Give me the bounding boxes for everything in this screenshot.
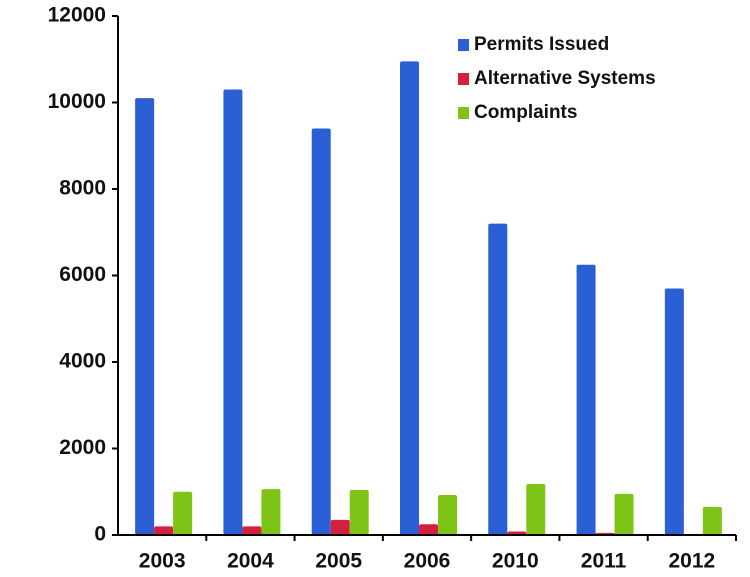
x-tick-label: 2003: [139, 550, 186, 573]
bar: [400, 61, 419, 535]
legend-label: Complaints: [474, 102, 577, 123]
y-tick-label: 8000: [59, 177, 106, 200]
bar: [349, 490, 369, 535]
x-tick-label: 2012: [668, 550, 715, 573]
bar: [330, 519, 350, 535]
bar: [154, 526, 174, 535]
bar: [488, 223, 508, 535]
legend-label: Permits Issued: [474, 34, 609, 55]
bar: [614, 493, 634, 535]
x-tick-label: 2005: [315, 550, 362, 573]
legend-label: Alternative Systems: [474, 68, 656, 89]
bar: [173, 491, 193, 535]
y-tick-label: 4000: [59, 350, 106, 373]
legend-marker: [458, 73, 469, 85]
legend-marker: [458, 107, 469, 119]
bar: [526, 483, 546, 535]
bar: [242, 526, 262, 535]
bar: [419, 524, 438, 535]
y-tick-label: 6000: [59, 263, 106, 286]
bar: [311, 128, 331, 535]
y-tick-label: 12000: [48, 4, 106, 27]
bar: [576, 264, 596, 535]
y-tick-label: 10000: [48, 90, 106, 113]
bar: [702, 506, 722, 535]
legend-marker: [458, 39, 469, 51]
x-tick-label: 2010: [492, 550, 539, 573]
y-tick-label: 0: [94, 523, 106, 546]
bar: [223, 89, 243, 536]
bar: [664, 288, 684, 535]
bar: [135, 98, 155, 536]
x-tick-label: 2004: [227, 550, 274, 573]
bar: [261, 489, 281, 535]
y-tick-label: 2000: [59, 436, 106, 459]
x-tick-label: 2006: [404, 550, 451, 573]
x-tick-label: 2011: [581, 550, 627, 573]
bar: [438, 494, 457, 535]
